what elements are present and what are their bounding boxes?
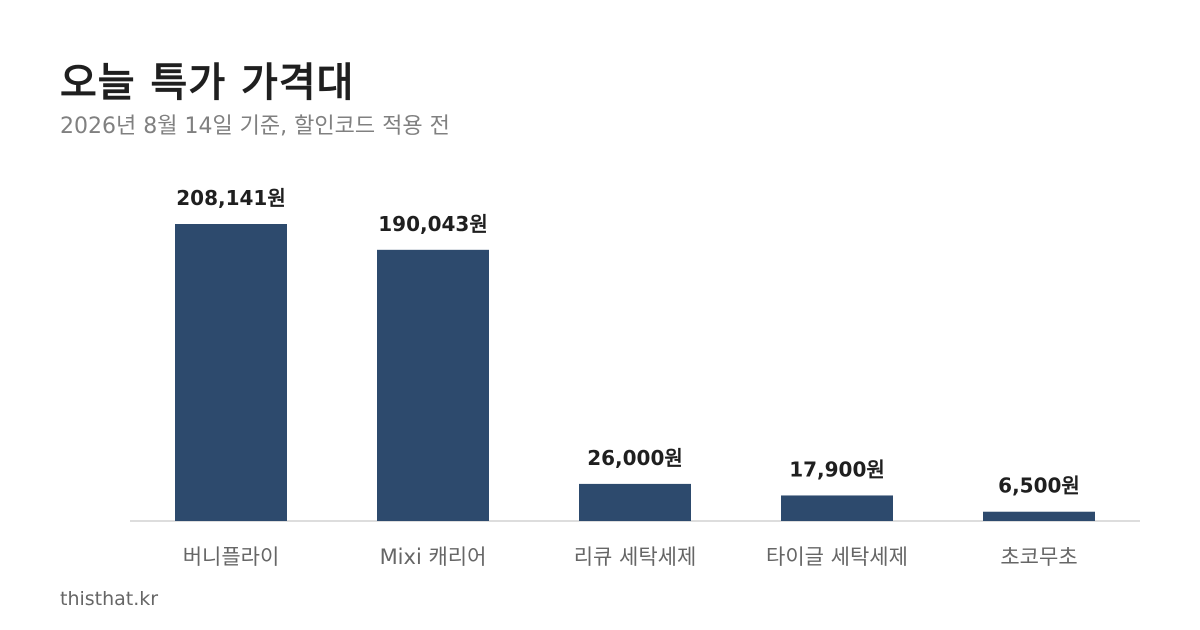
- bar-1: [175, 224, 287, 521]
- bar-group: [175, 224, 1095, 522]
- value-label-2: 190,043원: [378, 212, 488, 236]
- category-label-group: 버니플라이 Mixi 캐리어 리큐 세탁세제 타이글 세탁세제 초코무초: [183, 545, 1078, 569]
- category-label-2: Mixi 캐리어: [380, 545, 487, 569]
- chart-subtitle: 2026년 8월 14일 기준, 할인코드 적용 전: [60, 114, 450, 139]
- category-label-3: 리큐 세탁세제: [574, 545, 697, 569]
- value-label-4: 17,900원: [789, 457, 885, 481]
- source-footer: thisthat.kr: [60, 588, 159, 610]
- value-label-3: 26,000원: [587, 446, 683, 470]
- bar-5: [983, 511, 1095, 521]
- bar-3: [579, 483, 691, 521]
- value-label-group: 208,141원 190,043원 26,000원 17,900원 6,500원: [176, 186, 1080, 498]
- chart-title: 오늘 특가 가격대: [60, 60, 355, 106]
- bar-4: [781, 495, 893, 521]
- value-label-5: 6,500원: [998, 474, 1080, 498]
- value-label-1: 208,141원: [176, 186, 286, 210]
- category-label-4: 타이글 세탁세제: [766, 545, 908, 569]
- category-label-5: 초코무초: [1000, 545, 1077, 569]
- category-label-1: 버니플라이: [183, 545, 280, 569]
- bar-2: [377, 249, 489, 522]
